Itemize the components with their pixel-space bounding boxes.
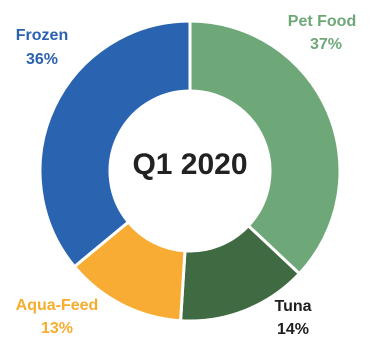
label-aqua-feed-pct: 13%: [41, 320, 73, 337]
label-frozen-name: Frozen: [16, 27, 68, 44]
label-tuna-pct: 14%: [277, 321, 309, 338]
slices-layer: [38, 19, 342, 323]
label-pet-food-name: Pet Food: [288, 13, 356, 30]
label-pet-food-pct: 37%: [310, 36, 342, 53]
center-title: Q1 2020: [132, 148, 247, 181]
slice-pet-food: [188, 19, 342, 276]
slice-frozen: [38, 19, 192, 269]
label-frozen-pct: 36%: [26, 51, 58, 68]
label-tuna-name: Tuna: [274, 298, 311, 315]
label-aqua-feed-name: Aqua-Feed: [16, 297, 99, 314]
